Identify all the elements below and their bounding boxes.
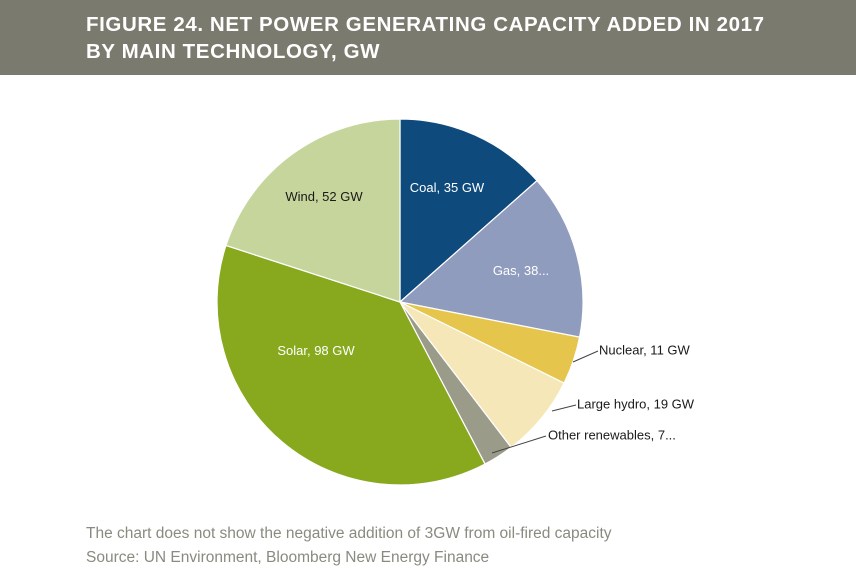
pie-slice-solar (216, 244, 486, 486)
pie-slice-gas (398, 179, 584, 338)
slice-label-wind: Wind, 52 GW (285, 189, 363, 204)
figure-title-line-2: BY MAIN TECHNOLOGY, GW (86, 40, 381, 63)
leader-line-large-hydro (551, 404, 577, 412)
leader-line-other-renewables (491, 435, 547, 454)
pie-slice-wind (225, 118, 401, 303)
figure-footer: The chart does not show the negative add… (86, 522, 826, 570)
leader-line-nuclear (572, 350, 599, 363)
pie-chart: Coal, 35 GW Gas, 38... Nuclear, 11 GW Large… (216, 118, 695, 486)
slice-label-large-hydro: Large hydro, 19 GW (577, 396, 695, 411)
slice-label-nuclear: Nuclear, 11 GW (599, 342, 691, 357)
pie-slice-coal (399, 118, 538, 304)
slice-label-solar: Solar, 98 GW (277, 343, 355, 358)
figure-title-line-1: FIGURE 24. NET POWER GENERATING CAPACITY… (86, 13, 765, 36)
slice-label-other-renewables: Other renewables, 7... (548, 427, 676, 442)
figure-title: FIGURE 24. NET POWER GENERATING CAPACITY… (86, 11, 826, 65)
pie-chart-area: Coal, 35 GW Gas, 38... Nuclear, 11 GW Large… (0, 75, 856, 515)
source-line: Source: UN Environment, Bloomberg New En… (86, 549, 490, 566)
slice-label-gas: Gas, 38... (493, 263, 549, 278)
figure-header: FIGURE 24. NET POWER GENERATING CAPACITY… (0, 0, 856, 75)
footnote: The chart does not show the negative add… (86, 525, 612, 542)
slice-label-coal: Coal, 35 GW (410, 180, 485, 195)
